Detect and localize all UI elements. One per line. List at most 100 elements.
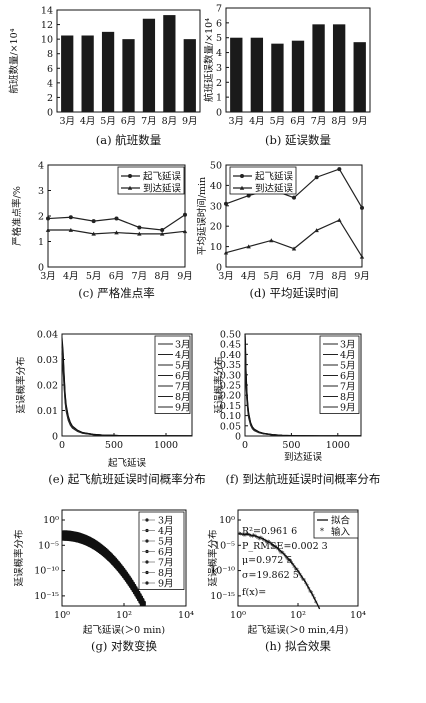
data-point: * <box>251 534 255 542</box>
y-tick-label: 0.30 <box>220 370 241 381</box>
legend-box <box>319 335 360 414</box>
legend-label: 到达延误 <box>143 183 182 195</box>
data-point: * <box>275 545 279 553</box>
data-point: * <box>294 567 298 575</box>
legend-label: 9月 <box>175 403 191 414</box>
y-tick-label: 6 <box>47 64 53 75</box>
data-point <box>359 254 365 259</box>
bar <box>183 39 196 113</box>
y-tick-label: 10⁻¹⁵ <box>210 591 235 602</box>
x-tick-label: 10² <box>116 610 132 621</box>
data-point <box>246 244 251 249</box>
legend-label: 4月 <box>340 350 356 361</box>
x-tick-label: 8月 <box>332 271 348 282</box>
legend-label: 拟合 <box>331 515 351 527</box>
data-point: * <box>253 534 257 542</box>
x-tick-label: 10⁴ <box>178 610 194 621</box>
y-tick-label: 50 <box>210 161 222 172</box>
x-tick-label: 1000 <box>326 440 350 451</box>
legend-label: 9月 <box>158 579 174 590</box>
y-tick-label: 20 <box>210 222 222 233</box>
data-point <box>223 250 229 255</box>
y-tick-label: 0.20 <box>220 391 241 402</box>
legend-marker <box>128 174 132 178</box>
data-point: * <box>297 569 301 577</box>
x-tick-label: 500 <box>282 440 300 451</box>
bar <box>163 15 176 113</box>
legend-label: 3月 <box>158 516 174 527</box>
chart-caption: (c) 严格准点率 <box>78 286 155 300</box>
x-tick-label: 5月 <box>86 271 102 282</box>
data-point: * <box>266 539 270 547</box>
x-tick-label: 8月 <box>154 271 170 282</box>
bar <box>230 37 243 112</box>
legend-box <box>117 166 185 195</box>
legend-label: 起飞延误 <box>255 171 294 183</box>
legend-box <box>313 511 359 539</box>
x-tick-label: 7月 <box>132 271 148 282</box>
x-tick-label: 10² <box>290 610 306 621</box>
x-tick-label: 1000 <box>154 440 178 451</box>
y-tick-label: 10⁻⁵ <box>38 540 59 551</box>
y-axis-label: 航班数量/×10⁴ <box>8 28 20 93</box>
y-tick-label: 5 <box>216 33 222 44</box>
data-point: * <box>258 536 262 544</box>
data-point: * <box>278 549 282 557</box>
chart-caption: (d) 平均延误时间 <box>250 286 339 300</box>
y-tick-label: 0.02 <box>37 381 58 392</box>
annotation-r2: R²=0.961 6 <box>242 526 297 537</box>
data-point: * <box>304 580 308 588</box>
y-axis-label: 航班延误数量/×10⁴ <box>203 18 215 102</box>
data-point: * <box>243 533 247 541</box>
x-tick-label: 9月 <box>352 116 368 127</box>
y-tick-label: 0.05 <box>220 421 241 432</box>
y-tick-label: 0.10 <box>220 411 241 422</box>
legend-label: 6月 <box>340 371 356 382</box>
x-tick-label: 4月 <box>80 116 96 127</box>
y-tick-label: 12 <box>41 20 53 31</box>
legend-label: 4月 <box>175 350 191 361</box>
data-point <box>68 227 74 232</box>
x-axis-label: 到达延误 <box>284 451 323 463</box>
y-tick-label: 10 <box>41 35 53 46</box>
x-tick-label: 7月 <box>141 116 157 127</box>
legend-label: 3月 <box>175 340 191 351</box>
y-tick-label: 1 <box>38 237 44 248</box>
data-point <box>114 230 119 235</box>
y-tick-label: 14 <box>41 6 53 17</box>
legend-marker <box>127 185 133 190</box>
data-point <box>91 219 96 224</box>
y-tick-label: 0.04 <box>37 330 58 341</box>
y-tick-label: 3 <box>38 186 44 197</box>
data-point: * <box>255 534 259 542</box>
x-tick-label: 6月 <box>290 116 306 127</box>
legend-label: 5月 <box>340 361 356 372</box>
legend-box <box>154 335 191 414</box>
y-axis-label: 延误概率分布 <box>15 356 27 413</box>
distribution-chart: 00.050.100.150.200.250.300.350.400.450.5… <box>213 330 380 487</box>
x-tick-label: 9月 <box>354 271 370 282</box>
y-tick-label: 0.50 <box>220 330 241 341</box>
data-point <box>291 246 297 251</box>
legend-label: 5月 <box>158 537 174 548</box>
chart-caption: (a) 航班数量 <box>96 133 161 147</box>
x-tick-label: 5月 <box>264 271 280 282</box>
series-curve <box>61 337 193 437</box>
log-chart: 10⁰ 10⁻⁵ 10⁻¹⁰ 10⁻¹⁵ 10⁰ 10² 10⁴ 起飞延误(＞0 min) 延误… <box>13 509 194 653</box>
y-tick-label: 8 <box>47 49 53 60</box>
data-point: * <box>256 535 260 543</box>
data-point <box>45 227 51 232</box>
data-point: * <box>279 551 283 559</box>
x-tick-label: 4月 <box>241 271 257 282</box>
bar <box>122 39 135 113</box>
y-tick-label: 4 <box>47 78 53 89</box>
data-point: * <box>277 547 281 555</box>
data-point: * <box>240 532 244 540</box>
annotation-sigma: σ=19.862 5 <box>242 570 299 581</box>
x-tick-label: 9月 <box>177 271 193 282</box>
x-tick-label: 4月 <box>249 116 265 127</box>
data-point <box>114 216 119 221</box>
